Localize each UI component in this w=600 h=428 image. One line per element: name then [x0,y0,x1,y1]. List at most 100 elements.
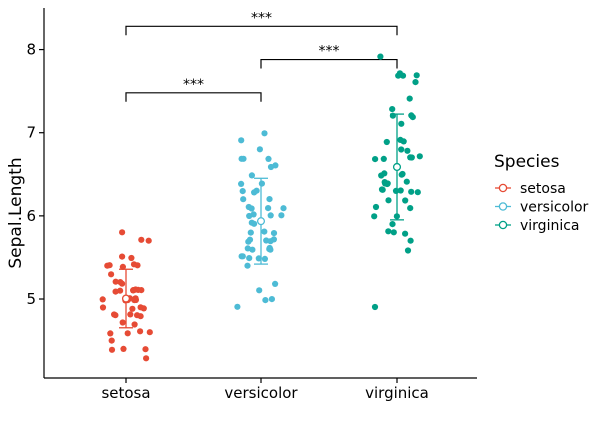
y-tick-label: 5 [26,290,36,308]
data-point-virginica [404,147,411,154]
legend-entries: setosa versicolor virginica [495,181,589,234]
data-points [99,53,423,362]
data-point-versicolor [248,205,255,212]
data-point-setosa [130,261,138,268]
data-point-virginica [389,106,396,113]
data-point-versicolor [251,220,258,227]
legend-label: versicolor [520,200,589,216]
legend-label: virginica [520,218,580,234]
legend-entry-setosa: setosa [495,181,566,197]
data-point-virginica [412,79,419,86]
mean-marker-setosa [121,294,131,303]
mean-marker-virginica [392,162,402,172]
data-point-versicolor [256,287,263,294]
data-point-setosa [108,271,115,278]
data-point-setosa [138,287,145,294]
data-point-versicolor [251,189,258,196]
x-ticks: setosa versicolor virginica [101,378,429,402]
significance-label: *** [319,44,340,60]
data-point-setosa [143,355,150,362]
data-point-virginica [371,303,379,311]
data-point-setosa [108,346,116,353]
data-point-versicolor [262,297,269,304]
data-point-setosa [131,321,138,328]
data-point-versicolor [244,245,251,252]
data-point-versicolor [267,212,274,219]
legend-key-marker [498,202,508,211]
data-point-versicolor [272,162,279,169]
data-point-versicolor [280,205,287,212]
data-point-virginica [383,138,390,146]
data-point-versicolor [244,262,251,269]
data-point-virginica [407,205,414,212]
data-point-setosa [119,280,126,287]
data-point-virginica [402,197,409,204]
error-bars [119,113,404,329]
legend-entry-versicolor: versicolor [495,200,589,216]
data-point-setosa [146,329,153,336]
axes: 5 6 7 8 setosa versicolor virginica Sepal.Len… [6,8,477,402]
data-point-versicolor [255,255,262,262]
data-point-versicolor [234,303,241,310]
significance-label: *** [183,77,204,93]
data-point-setosa [99,296,106,303]
data-point-setosa [129,305,136,312]
data-point-setosa [137,304,144,311]
data-point-setosa [119,253,126,260]
legend-title: Species [494,152,560,172]
significance-bracket [260,58,398,69]
data-point-virginica [372,156,379,163]
data-point-virginica [382,180,389,187]
data-point-versicolor [247,229,254,236]
data-point-virginica [402,230,409,237]
data-point-virginica [398,146,405,153]
mean-marker-versicolor [256,217,266,226]
data-point-virginica [403,178,410,185]
data-point-versicolor [261,228,268,235]
data-point-versicolor [270,230,278,237]
data-point-virginica [406,95,413,102]
data-point-setosa [112,288,119,295]
data-point-versicolor [240,196,247,203]
data-point-setosa [99,304,107,311]
data-point-versicolor [238,137,245,144]
x-tick-label-virginica: virginica [365,384,429,402]
data-point-virginica [372,203,380,211]
significance-bracket [125,25,398,36]
data-point-virginica [404,247,412,254]
data-point-versicolor [265,155,272,162]
data-point-virginica [409,114,416,121]
data-point-setosa [119,319,126,326]
data-point-virginica [408,188,415,195]
data-point-versicolor [248,172,255,179]
data-point-virginica [392,187,400,194]
data-point-versicolor [267,238,274,245]
significance-label: *** [251,10,272,26]
data-point-virginica [398,120,405,127]
data-point-virginica [413,72,420,79]
data-point-setosa [124,330,131,337]
data-point-versicolor [261,130,268,137]
data-point-versicolor [238,155,245,162]
data-point-versicolor [239,188,246,195]
data-point-setosa [119,229,126,236]
x-tick-label-setosa: setosa [101,384,150,402]
data-point-virginica [371,213,378,220]
data-point-versicolor [246,255,253,262]
plot-area: *** *** *** [99,10,423,362]
data-point-versicolor [256,146,263,153]
data-point-versicolor [261,255,268,262]
data-point-versicolor [268,296,275,303]
data-point-versicolor [278,212,285,219]
data-point-virginica [389,221,396,228]
data-point-virginica [400,138,407,145]
legend-entry-virginica: virginica [495,218,580,234]
data-point-virginica [416,153,423,160]
data-point-virginica [399,72,407,79]
data-point-virginica [378,186,386,193]
data-point-versicolor [266,196,273,203]
data-point-setosa [131,297,138,304]
legend: Species setosa versicolor virginica [494,152,589,234]
data-point-setosa [137,328,144,335]
